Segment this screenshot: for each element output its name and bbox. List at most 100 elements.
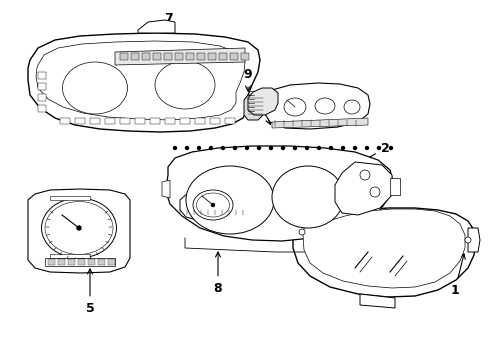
- Polygon shape: [38, 83, 46, 90]
- Polygon shape: [468, 228, 480, 252]
- Circle shape: [77, 226, 81, 230]
- Ellipse shape: [284, 98, 306, 116]
- Polygon shape: [50, 254, 90, 258]
- Circle shape: [186, 147, 189, 149]
- Polygon shape: [38, 105, 46, 112]
- Ellipse shape: [193, 190, 233, 220]
- Circle shape: [299, 229, 305, 235]
- Polygon shape: [131, 53, 139, 60]
- Circle shape: [234, 147, 237, 149]
- Polygon shape: [68, 259, 75, 265]
- Polygon shape: [28, 33, 260, 132]
- Polygon shape: [165, 118, 175, 124]
- Polygon shape: [225, 118, 235, 124]
- Ellipse shape: [315, 98, 335, 114]
- Circle shape: [318, 147, 320, 149]
- Polygon shape: [142, 53, 150, 60]
- Polygon shape: [166, 146, 393, 241]
- Circle shape: [294, 147, 296, 149]
- Ellipse shape: [186, 166, 274, 234]
- Text: 4: 4: [259, 102, 270, 124]
- Polygon shape: [78, 259, 85, 265]
- Polygon shape: [135, 118, 145, 124]
- Circle shape: [245, 147, 248, 149]
- Polygon shape: [98, 259, 105, 265]
- Polygon shape: [303, 209, 465, 288]
- Polygon shape: [248, 88, 278, 115]
- Circle shape: [221, 147, 224, 149]
- Polygon shape: [28, 189, 130, 273]
- Polygon shape: [180, 189, 247, 222]
- Polygon shape: [360, 294, 395, 308]
- Circle shape: [465, 237, 471, 243]
- Ellipse shape: [155, 61, 215, 109]
- Polygon shape: [88, 259, 95, 265]
- Ellipse shape: [45, 202, 113, 255]
- Ellipse shape: [42, 198, 117, 258]
- Circle shape: [281, 147, 285, 149]
- Polygon shape: [50, 196, 90, 200]
- Polygon shape: [208, 53, 216, 60]
- Text: 1: 1: [451, 254, 465, 297]
- Polygon shape: [186, 53, 194, 60]
- Polygon shape: [272, 118, 368, 128]
- Ellipse shape: [344, 100, 360, 114]
- Circle shape: [173, 147, 176, 149]
- Polygon shape: [162, 180, 170, 198]
- Polygon shape: [90, 118, 100, 124]
- Polygon shape: [180, 118, 190, 124]
- Polygon shape: [164, 53, 172, 60]
- Polygon shape: [108, 259, 115, 265]
- Circle shape: [305, 147, 309, 149]
- Polygon shape: [230, 53, 238, 60]
- Polygon shape: [265, 83, 370, 129]
- Polygon shape: [75, 118, 85, 124]
- Polygon shape: [219, 53, 227, 60]
- Polygon shape: [36, 41, 245, 120]
- Polygon shape: [197, 53, 205, 60]
- Circle shape: [370, 187, 380, 197]
- Circle shape: [353, 147, 357, 149]
- Polygon shape: [48, 259, 55, 265]
- Circle shape: [342, 147, 344, 149]
- Circle shape: [329, 147, 333, 149]
- Polygon shape: [38, 94, 46, 101]
- Polygon shape: [38, 72, 46, 79]
- Polygon shape: [138, 20, 175, 33]
- Circle shape: [366, 147, 368, 149]
- Polygon shape: [150, 118, 160, 124]
- Polygon shape: [120, 53, 128, 60]
- Polygon shape: [45, 258, 115, 266]
- Polygon shape: [58, 259, 65, 265]
- Circle shape: [377, 147, 381, 149]
- Text: 9: 9: [244, 68, 252, 91]
- Polygon shape: [390, 178, 400, 195]
- Polygon shape: [153, 53, 161, 60]
- Polygon shape: [120, 118, 130, 124]
- Text: 6: 6: [186, 41, 195, 64]
- Circle shape: [197, 147, 200, 149]
- Circle shape: [258, 147, 261, 149]
- Polygon shape: [335, 162, 392, 215]
- Polygon shape: [115, 48, 245, 65]
- Text: 2: 2: [339, 141, 390, 176]
- Polygon shape: [195, 118, 205, 124]
- Circle shape: [360, 170, 370, 180]
- Polygon shape: [210, 118, 220, 124]
- Text: 8: 8: [214, 252, 222, 294]
- Polygon shape: [105, 118, 115, 124]
- Polygon shape: [241, 53, 249, 60]
- Circle shape: [210, 147, 213, 149]
- Ellipse shape: [196, 193, 229, 217]
- Polygon shape: [293, 208, 476, 297]
- Text: 3: 3: [308, 94, 334, 116]
- Text: 5: 5: [86, 269, 95, 315]
- Polygon shape: [60, 118, 70, 124]
- Circle shape: [270, 147, 272, 149]
- Circle shape: [212, 203, 215, 207]
- Polygon shape: [244, 95, 263, 120]
- Text: 7: 7: [151, 12, 172, 30]
- Polygon shape: [175, 53, 183, 60]
- Circle shape: [390, 147, 392, 149]
- Ellipse shape: [272, 166, 344, 228]
